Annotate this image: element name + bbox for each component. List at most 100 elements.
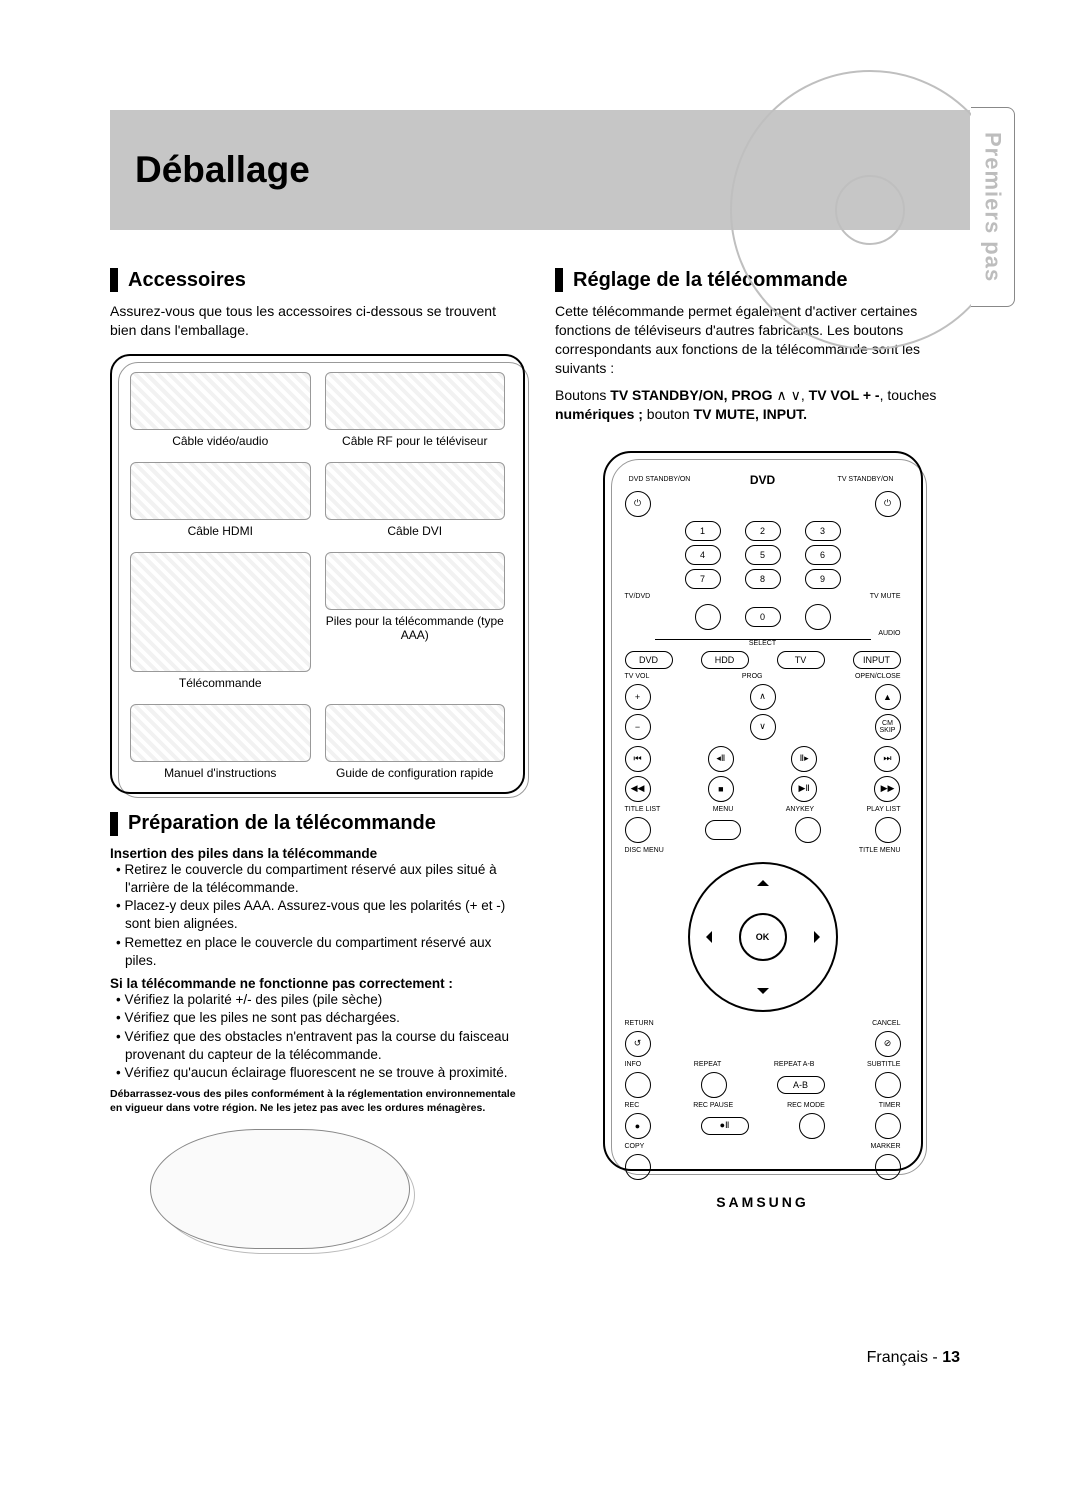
softkey <box>875 817 901 843</box>
num-btn: 6 <box>805 545 841 565</box>
dvd-logo-icon: DVD <box>750 473 775 487</box>
up-icon <box>757 874 769 886</box>
select-btn: INPUT <box>853 651 901 669</box>
timer-btn <box>875 1113 901 1139</box>
section-marker <box>110 812 118 836</box>
list-item: Vérifiez que des obstacles n'entravent p… <box>116 1028 525 1064</box>
section-accessoires-head: Accessoires <box>110 268 525 292</box>
num-btn: 8 <box>745 569 781 589</box>
troubleshoot-list: Vérifiez la polarité +/- des piles (pile… <box>110 991 525 1082</box>
repeatab-btn: A-B <box>777 1076 825 1094</box>
return-btn: ↺ <box>625 1031 651 1057</box>
footer-lang: Français <box>867 1349 928 1366</box>
remote-label: OPEN/CLOSE <box>855 673 901 680</box>
reglage-intro: Cette télécommande permet également d'ac… <box>555 302 970 378</box>
remote-label: DVD STANDBY/ON <box>625 476 695 483</box>
select-divider: SELECT <box>655 639 871 647</box>
remote-label: TV/DVD <box>625 593 651 600</box>
section-reglage-title: Réglage de la télécommande <box>573 269 848 292</box>
list-item: Retirez le couvercle du compartiment rés… <box>116 861 525 897</box>
accessories-box: Câble vidéo/audio Câble RF pour le télév… <box>110 354 525 794</box>
remote-label: TIMER <box>879 1102 901 1109</box>
num-btn: 4 <box>685 545 721 565</box>
power-dvd-icon: ⏻ <box>625 491 651 517</box>
remote-label: TV VOL <box>625 673 650 680</box>
acc-item: Piles pour la télécommande (type AAA) <box>325 552 506 690</box>
recmode-btn <box>799 1113 825 1139</box>
remote-label: TV MUTE <box>870 593 901 600</box>
num-btn: 7 <box>685 569 721 589</box>
cmskip-btn: CM SKIP <box>875 714 901 740</box>
select-btn: DVD <box>625 651 673 669</box>
repeat-btn <box>701 1072 727 1098</box>
remote-diagram: DVD STANDBY/ON DVD TV STANDBY/ON ⏻ ⏻ 123… <box>603 451 923 1171</box>
left-icon <box>700 931 712 943</box>
select-btn: TV <box>777 651 825 669</box>
list-item: Vérifiez qu'aucun éclairage fluorescent … <box>116 1064 525 1082</box>
acc-item: Télécommande <box>130 552 311 690</box>
ok-btn: OK <box>739 913 787 961</box>
section-preparation-head: Préparation de la télécommande <box>110 812 525 836</box>
footer-page: 13 <box>942 1349 960 1366</box>
acc-label: Câble HDMI <box>130 524 311 538</box>
section-preparation-title: Préparation de la télécommande <box>128 812 436 835</box>
vol-down-btn: − <box>625 714 651 740</box>
ffwd-btn: ▶▶ <box>874 776 900 802</box>
stepfwd-btn: Ⅱ▸ <box>791 746 817 772</box>
info-btn <box>625 1072 651 1098</box>
power-tv-icon: ⏻ <box>875 491 901 517</box>
nav-dpad: OK <box>688 862 838 1012</box>
remote-label: TV STANDBY/ON <box>831 476 901 483</box>
select-btn: HDD <box>701 651 749 669</box>
num-btn: 5 <box>745 545 781 565</box>
recpause-btn: ●Ⅱ <box>701 1117 749 1135</box>
page-footer: Français - 13 <box>867 1349 960 1367</box>
remote-label: INFO <box>625 1061 642 1068</box>
acc-item: Câble HDMI <box>130 462 311 538</box>
brand-label: SAMSUNG <box>625 1194 901 1210</box>
acc-label: Manuel d'instructions <box>130 766 311 780</box>
section-marker <box>555 268 563 292</box>
right-icon <box>814 931 826 943</box>
remote-label: CANCEL <box>872 1020 900 1027</box>
audio-btn <box>805 604 831 630</box>
softkey <box>795 817 821 843</box>
vol-up-btn: + <box>625 684 651 710</box>
right-column: Réglage de la télécommande Cette télécom… <box>555 250 970 1249</box>
page-title: Déballage <box>135 149 310 191</box>
remote-label: AUDIO <box>625 630 901 637</box>
accessoires-intro: Assurez-vous que tous les accessoires ci… <box>110 302 525 340</box>
remote-label: PROG <box>742 673 763 680</box>
list-item: Vérifiez que les piles ne sont pas décha… <box>116 1009 525 1027</box>
cancel-btn: ⊘ <box>875 1031 901 1057</box>
acc-label: Télécommande <box>130 676 311 690</box>
stepback-btn: ◂Ⅱ <box>708 746 734 772</box>
num-btn: 0 <box>745 607 781 627</box>
insertion-list: Retirez le couvercle du compartiment rés… <box>110 861 525 970</box>
header-bar: Déballage <box>110 110 970 230</box>
remote-label: RETURN <box>625 1020 654 1027</box>
acc-item: Manuel d'instructions <box>130 704 311 780</box>
eject-btn: ▲ <box>875 684 901 710</box>
down-icon <box>757 988 769 1000</box>
list-item: Remettez en place le couvercle du compar… <box>116 934 525 970</box>
acc-label: Câble RF pour le téléviseur <box>325 434 506 448</box>
section-marker <box>110 268 118 292</box>
acc-item: Guide de configuration rapide <box>325 704 506 780</box>
rewind-btn: ◀◀ <box>625 776 651 802</box>
stop-btn: ■ <box>708 776 734 802</box>
left-column: Accessoires Assurez-vous que tous les ac… <box>110 250 525 1249</box>
num-btn: 2 <box>745 521 781 541</box>
copy-btn <box>625 1154 651 1180</box>
remote-label: ANYKEY <box>786 806 814 813</box>
remote-label: REPEAT <box>694 1061 722 1068</box>
remote-label: COPY <box>625 1143 645 1150</box>
prev-btn: ⏮ <box>625 746 651 772</box>
subtitle-btn <box>875 1072 901 1098</box>
acc-label: Piles pour la télécommande (type AAA) <box>325 614 506 642</box>
play-btn: ▶Ⅱ <box>791 776 817 802</box>
chapter-tab: Premiers pas <box>971 107 1015 307</box>
remote-label: TITLE MENU <box>859 847 901 854</box>
acc-item: Câble RF pour le téléviseur <box>325 372 506 448</box>
num-btn: 3 <box>805 521 841 541</box>
